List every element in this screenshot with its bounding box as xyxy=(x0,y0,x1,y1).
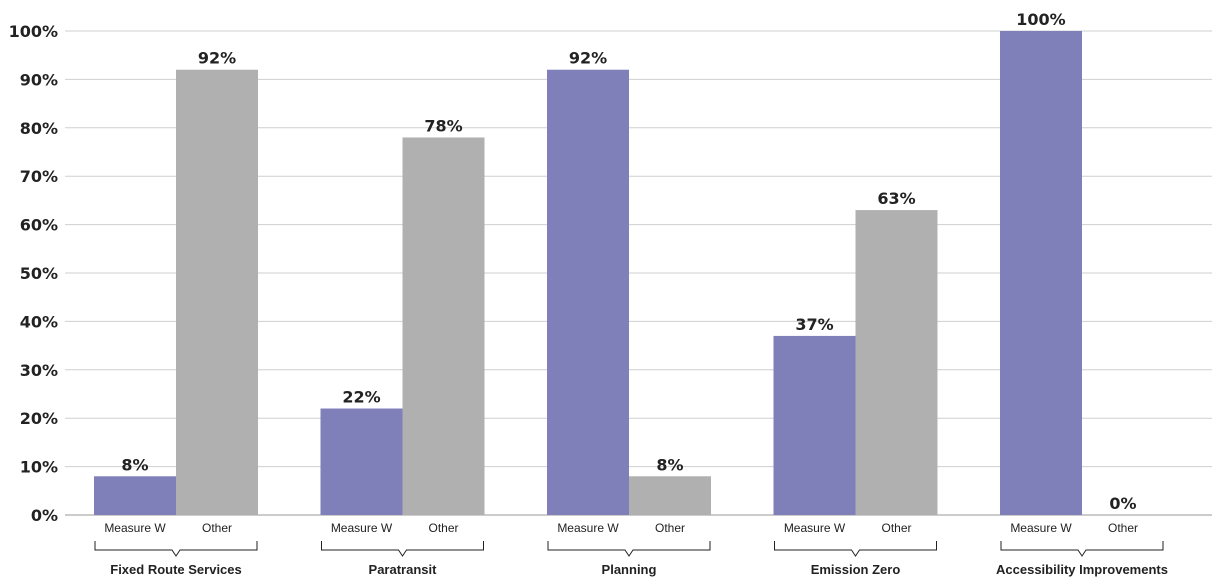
data-label: 22% xyxy=(342,388,380,407)
y-tick-label: 10% xyxy=(20,458,58,477)
data-label: 37% xyxy=(795,315,833,334)
y-tick-label: 0% xyxy=(31,506,58,525)
series-label: Other xyxy=(428,521,458,535)
series-label: Measure W xyxy=(784,521,846,535)
bar-measure-w xyxy=(94,476,176,515)
y-tick-label: 70% xyxy=(20,167,58,186)
data-label: 78% xyxy=(424,116,462,135)
category-label: Accessibility Improvements xyxy=(996,562,1168,577)
bar-other xyxy=(402,137,485,516)
category-label: Fixed Route Services xyxy=(110,562,242,577)
y-tick-label: 20% xyxy=(20,409,58,428)
data-label: 100% xyxy=(1016,10,1065,29)
data-label: 8% xyxy=(121,455,148,474)
category-label: Planning xyxy=(602,562,657,577)
y-tick-label: 30% xyxy=(20,361,58,380)
y-tick-label: 50% xyxy=(20,264,58,283)
data-label: 8% xyxy=(656,455,683,474)
y-tick-label: 90% xyxy=(20,70,58,89)
bar-other xyxy=(176,69,258,515)
group-bracket xyxy=(1000,541,1164,557)
category-label: Paratransit xyxy=(369,562,438,577)
series-label: Measure W xyxy=(331,521,393,535)
series-label: Other xyxy=(1108,521,1138,535)
group-bracket xyxy=(321,541,484,557)
series-label: Measure W xyxy=(1010,521,1072,535)
series-label: Other xyxy=(881,521,911,535)
group-bracket xyxy=(774,541,937,557)
bar-other xyxy=(855,210,938,515)
category-label: Emission Zero xyxy=(811,562,901,577)
data-label: 92% xyxy=(198,49,236,68)
bar-other xyxy=(629,476,711,515)
group-bracket xyxy=(94,541,258,557)
bar-measure-w xyxy=(320,408,403,515)
series-label: Measure W xyxy=(104,521,166,535)
bar-measure-w xyxy=(773,335,856,515)
series-label: Measure W xyxy=(557,521,619,535)
data-label: 92% xyxy=(569,49,607,68)
group-bracket xyxy=(547,541,711,557)
series-label: Other xyxy=(202,521,232,535)
data-label: 0% xyxy=(1109,494,1136,513)
data-label: 63% xyxy=(877,189,915,208)
y-tick-label: 60% xyxy=(20,216,58,235)
bar-measure-w xyxy=(1000,31,1082,515)
series-label: Other xyxy=(655,521,685,535)
y-tick-label: 40% xyxy=(20,312,58,331)
y-tick-label: 100% xyxy=(9,22,58,41)
y-tick-label: 80% xyxy=(20,119,58,138)
bar-measure-w xyxy=(547,69,629,515)
